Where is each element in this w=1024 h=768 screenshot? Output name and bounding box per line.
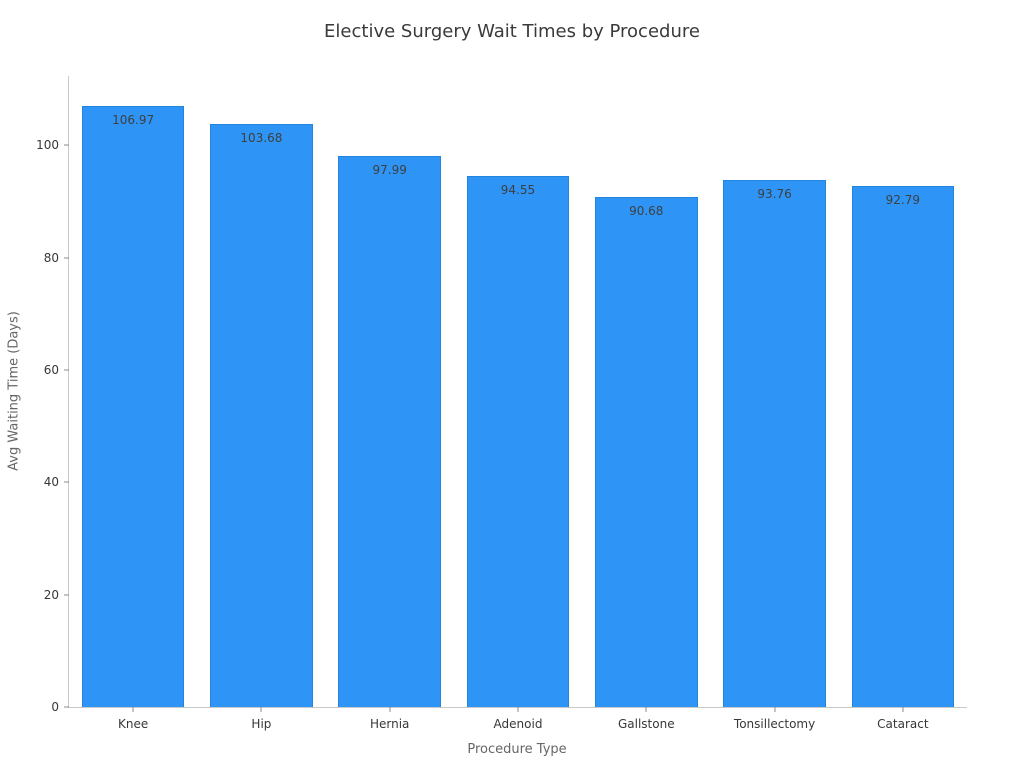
bar-value-label: 106.97	[112, 112, 155, 127]
plot-area: 106.97 103.68 97.99 94.55 90.68 93.76 92.79 Kn…	[36, 76, 967, 731]
x-tick-label: Adenoid	[493, 717, 543, 731]
bar-value-label: 103.68	[240, 131, 283, 146]
bars-layer: 106.97 103.68 97.99 94.55 90.68 93.76 92.79	[69, 76, 967, 707]
y-tick-mark	[64, 369, 69, 371]
bar: 93.76	[723, 180, 826, 707]
x-tick-mark	[389, 707, 391, 712]
x-tick-label: Tonsillectomy	[733, 717, 816, 731]
bar-slot: 103.68	[197, 76, 325, 707]
y-tick-label: 100	[36, 138, 59, 153]
bar-slot: 94.55	[454, 76, 582, 707]
bar-slot: 106.97	[69, 76, 197, 707]
bar: 92.79	[851, 185, 955, 707]
x-tick-label: Cataract	[877, 717, 929, 731]
x-tick-mark	[260, 707, 262, 712]
bar: 97.99	[338, 156, 442, 707]
y-tick-label: 80	[43, 250, 59, 265]
y-tick-mark	[64, 144, 69, 146]
y-tick-label: 0	[51, 700, 59, 714]
x-tick-mark	[902, 707, 904, 712]
bar: 90.68	[594, 197, 698, 707]
y-tick-label: 40	[43, 475, 59, 490]
bar: 103.68	[210, 124, 313, 707]
x-tick-label: Gallstone	[617, 717, 675, 731]
y-tick-label: 60	[43, 362, 59, 377]
bar-slot: 93.76	[710, 76, 838, 707]
y-tick-mark	[64, 594, 69, 596]
bar-slot: 97.99	[326, 76, 454, 707]
y-tick-mark	[64, 706, 69, 708]
x-tick-label: Knee	[118, 717, 149, 731]
bar-value-label: 92.79	[885, 192, 920, 207]
x-axis-label: Procedure Type	[467, 742, 567, 757]
x-tick-label: Hernia	[369, 717, 410, 731]
bar-value-label: 94.55	[500, 182, 536, 197]
y-tick-label: 20	[43, 587, 59, 602]
x-tick-mark	[774, 707, 776, 712]
y-axis-label: Avg Waiting Time (Days)	[6, 311, 22, 471]
y-tick-mark	[64, 481, 69, 483]
x-tick-mark	[645, 707, 647, 712]
chart-title: Elective Surgery Wait Times by Procedure	[324, 21, 700, 42]
x-tick-mark	[132, 707, 134, 712]
bar-value-label: 90.68	[629, 204, 664, 219]
bar-value-label: 93.76	[757, 187, 792, 202]
bar: 106.97	[81, 105, 185, 707]
x-tick-label: Hip	[251, 717, 272, 731]
bar: 94.55	[466, 175, 570, 707]
bar-slot: 92.79	[839, 76, 967, 707]
bar-slot: 90.68	[582, 76, 710, 707]
bar-value-label: 97.99	[372, 163, 407, 178]
y-tick-mark	[64, 257, 69, 258]
x-tick-mark	[517, 707, 519, 712]
